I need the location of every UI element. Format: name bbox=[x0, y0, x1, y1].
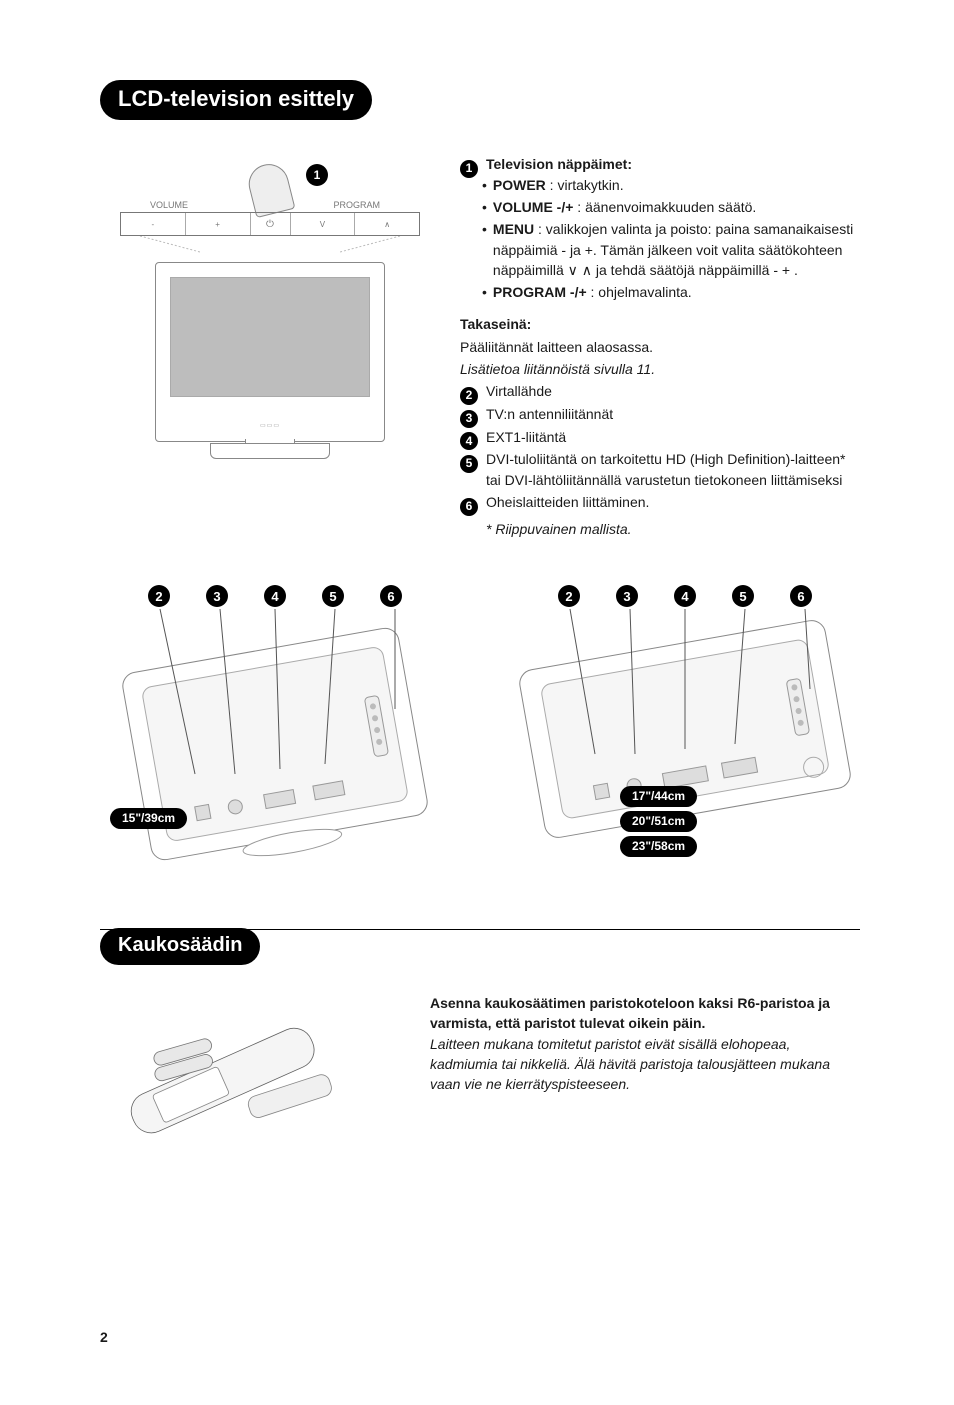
rear-item-2: Virtallähde bbox=[486, 381, 860, 401]
size-pill-20: 20"/51cm bbox=[620, 811, 697, 832]
key-power-text: : virtakytkin. bbox=[546, 177, 624, 193]
diagram-marker: 6 bbox=[790, 585, 812, 607]
rear-diagram-17-23: 2 3 4 5 6 bbox=[510, 589, 860, 869]
key-volume-label: VOLUME -/+ bbox=[493, 199, 574, 215]
rear-heading: Takaseinä: bbox=[460, 316, 531, 332]
remote-illustration bbox=[100, 993, 430, 1158]
size-pill-23: 23"/58cm bbox=[620, 836, 697, 857]
marker-4: 4 bbox=[460, 432, 478, 450]
btn-vol-minus: - bbox=[121, 213, 186, 235]
rear-italic: Lisätietoa liitännöistä sivulla 11. bbox=[460, 359, 860, 379]
btn-prog-down: V bbox=[291, 213, 356, 235]
rear-item-4: EXT1-liitäntä bbox=[486, 427, 860, 447]
tv-front-illustration: 1 VOLUME PROGRAM - + ⏻ V ∧ ▭▭▭ bbox=[100, 152, 460, 539]
diagram-marker: 6 bbox=[380, 585, 402, 607]
marker-1-diagram: 1 bbox=[306, 164, 328, 186]
diagram-marker: 4 bbox=[674, 585, 696, 607]
rear-footnote: * Riippuvainen mallista. bbox=[486, 519, 860, 539]
remote-note: Laitteen mukana tomitetut paristot eivät… bbox=[430, 1034, 860, 1095]
rear-line1: Pääliitännät laitteen alaosassa. bbox=[460, 337, 860, 357]
volume-label: VOLUME bbox=[150, 200, 188, 210]
section-title-1: LCD-television esittely bbox=[100, 80, 372, 120]
key-power-label: POWER bbox=[493, 177, 546, 193]
program-label: PROGRAM bbox=[333, 200, 380, 210]
diagram-marker: 3 bbox=[206, 585, 228, 607]
diagram-marker: 2 bbox=[148, 585, 170, 607]
key-program-text: : ohjelmavalinta. bbox=[587, 284, 692, 300]
key-menu-label: MENU bbox=[493, 221, 534, 237]
marker-2: 2 bbox=[460, 387, 478, 405]
btn-prog-up: ∧ bbox=[355, 213, 419, 235]
rear-item-3: TV:n antenniliitännät bbox=[486, 404, 860, 424]
marker-1: 1 bbox=[460, 160, 478, 178]
rear-item-5: DVI-tuloliitäntä on tarkoitettu HD (High… bbox=[486, 449, 860, 490]
key-program-label: PROGRAM -/+ bbox=[493, 284, 587, 300]
rear-diagram-15: 2 3 4 5 6 bbox=[100, 589, 450, 869]
remote-instruction: Asenna kaukosäätimen paristokoteloon kak… bbox=[430, 993, 860, 1034]
section-title-2: Kaukosäädin bbox=[100, 928, 260, 965]
key-menu-text: : valikkojen valinta ja poisto: paina sa… bbox=[493, 221, 853, 278]
key-volume-text: : äänenvoimakkuuden säätö. bbox=[573, 199, 756, 215]
marker-6: 6 bbox=[460, 498, 478, 516]
diagram-marker: 5 bbox=[322, 585, 344, 607]
btn-vol-plus: + bbox=[186, 213, 251, 235]
diagram-marker: 5 bbox=[732, 585, 754, 607]
diagram-marker: 3 bbox=[616, 585, 638, 607]
rear-item-6: Oheislaitteiden liittäminen. bbox=[486, 492, 860, 512]
marker-5: 5 bbox=[460, 455, 478, 473]
marker-3: 3 bbox=[460, 410, 478, 428]
diagram-marker: 4 bbox=[264, 585, 286, 607]
keys-heading: Television näppäimet: bbox=[486, 156, 632, 172]
page-number: 2 bbox=[100, 1329, 108, 1345]
diagram-marker: 2 bbox=[558, 585, 580, 607]
size-pill-17: 17"/44cm bbox=[620, 786, 697, 807]
size-pill-15: 15"/39cm bbox=[110, 808, 187, 829]
